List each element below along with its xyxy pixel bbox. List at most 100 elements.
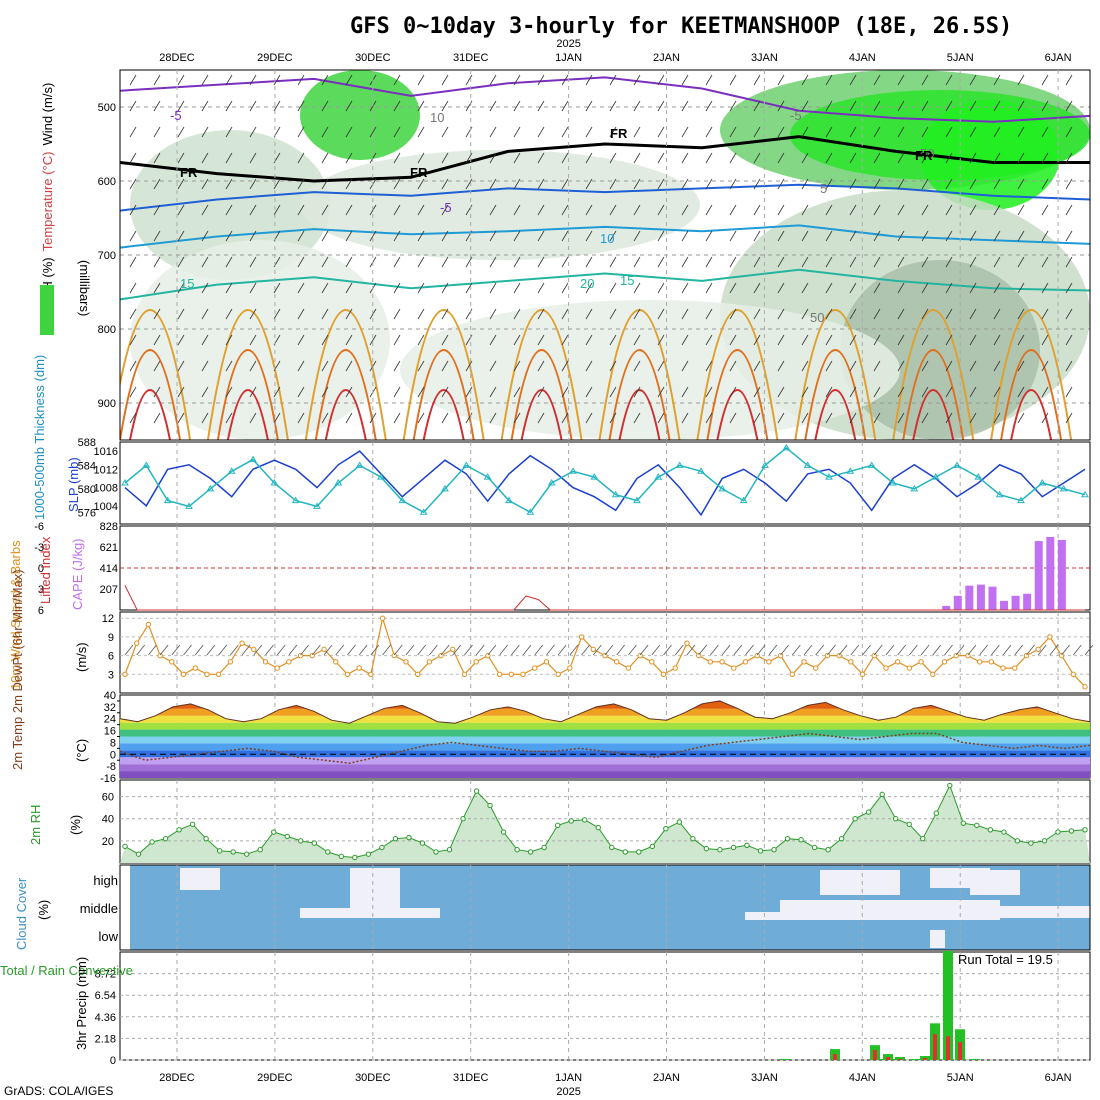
rh-shading: [920, 100, 1060, 210]
wind-barb: [657, 126, 665, 138]
wind-barb: [681, 178, 689, 190]
precip-ylabel2: 3hr Precip (mm): [74, 957, 89, 1050]
wind-barb: [849, 126, 857, 138]
wind-barb: [681, 360, 689, 372]
wind-barb: [993, 204, 1001, 216]
wind-tick: 9: [108, 632, 114, 644]
wind-barb: [513, 152, 521, 164]
thickness-tick: 580: [78, 484, 96, 496]
rh-point: [1041, 838, 1048, 844]
cloud-unit: (%): [36, 900, 51, 920]
warm-contour: [206, 309, 289, 440]
wind-barb-10m: [932, 644, 942, 656]
wind-barb: [969, 204, 977, 216]
wind-barb: [729, 360, 737, 372]
wind-barb: [153, 74, 161, 86]
wind-point: [754, 652, 760, 659]
wind-point: [578, 634, 585, 640]
wind-barb: [393, 74, 401, 86]
wind-barb: [153, 100, 161, 112]
cape-bar: [1046, 536, 1055, 610]
wind-point: [180, 671, 187, 678]
temperature-contour: [120, 135, 1090, 183]
warm-contour: [618, 389, 661, 440]
wind-point: [262, 659, 269, 665]
wind-barb: [729, 412, 737, 424]
wind-barb: [897, 204, 905, 216]
wind-barb: [249, 204, 257, 216]
wind-barb: [129, 178, 137, 190]
temp-band: [120, 736, 1090, 744]
wind-barb: [753, 204, 761, 216]
wind-barb: [297, 334, 305, 346]
wind-barb-10m: [1049, 644, 1059, 656]
wind-barb-10m: [569, 644, 579, 656]
wind-barb: [129, 334, 137, 346]
wind-barb: [777, 412, 785, 424]
bottom-date-label: 30DEC: [355, 1072, 391, 1084]
wind-point: [836, 652, 842, 659]
rh-point: [325, 849, 331, 855]
top-date-label: 6JAN: [1045, 52, 1072, 64]
wind-barb: [537, 282, 545, 294]
wind-barb: [921, 412, 929, 424]
wind-barb: [657, 282, 665, 294]
wind-barb: [561, 126, 569, 138]
wind-barb: [273, 386, 281, 398]
rh-point: [717, 847, 723, 853]
wind-barb: [753, 178, 761, 190]
contour-label: 15: [620, 273, 634, 288]
wind-barb: [1041, 126, 1049, 138]
wind-barb: [129, 230, 137, 242]
wind-point: [871, 652, 877, 659]
wind-barb-10m: [522, 644, 532, 656]
wind-barb-10m: [1026, 644, 1035, 656]
wind-barb: [177, 360, 185, 372]
wind-barb-10m: [148, 644, 157, 656]
wind-barb: [489, 256, 497, 268]
wind-point: [473, 659, 479, 665]
wind-barb: [849, 308, 857, 320]
wind-barb-10m: [382, 644, 391, 656]
wind-barb: [417, 412, 425, 424]
wind-barb: [225, 334, 233, 346]
top-date-label: 30DEC: [355, 52, 391, 64]
wind-barb: [321, 256, 329, 268]
wind-barb: [561, 360, 569, 372]
wind-barb: [777, 204, 785, 216]
wind-point: [766, 659, 772, 665]
wind-barb: [393, 334, 401, 346]
wind-point: [496, 671, 503, 678]
temp-band: [120, 715, 1090, 723]
rh-shading: [300, 70, 420, 160]
thickness-point: [739, 496, 748, 504]
wind-barb: [705, 360, 713, 372]
wind-point: [555, 671, 561, 678]
rh-point: [203, 835, 209, 842]
wind-point: [461, 671, 468, 678]
wind-barb-10m: [768, 644, 778, 656]
wind-barb: [321, 360, 329, 372]
wind-barb: [849, 100, 857, 112]
wind-barb: [873, 256, 881, 268]
rh-point: [893, 816, 899, 822]
rh-point: [933, 810, 939, 816]
wind-barb-10m: [967, 644, 977, 656]
wind-barb: [417, 282, 425, 294]
wind-barb-10m: [1084, 644, 1094, 656]
wind-barb: [681, 308, 689, 320]
warm-contour: [314, 349, 377, 440]
wind-barb: [417, 126, 425, 138]
temperature-contour: [120, 224, 1090, 249]
warm-contour: [422, 389, 465, 440]
wind-point: [590, 646, 596, 653]
rh-point: [568, 818, 574, 824]
pressure-tick-label: 900: [98, 398, 116, 410]
wind-barb: [489, 308, 497, 320]
wind-barb: [249, 230, 257, 242]
precip-convective-bar: [873, 1050, 877, 1060]
wind-barb: [321, 152, 329, 164]
wind-barb: [969, 256, 977, 268]
wind-barb: [609, 204, 617, 216]
